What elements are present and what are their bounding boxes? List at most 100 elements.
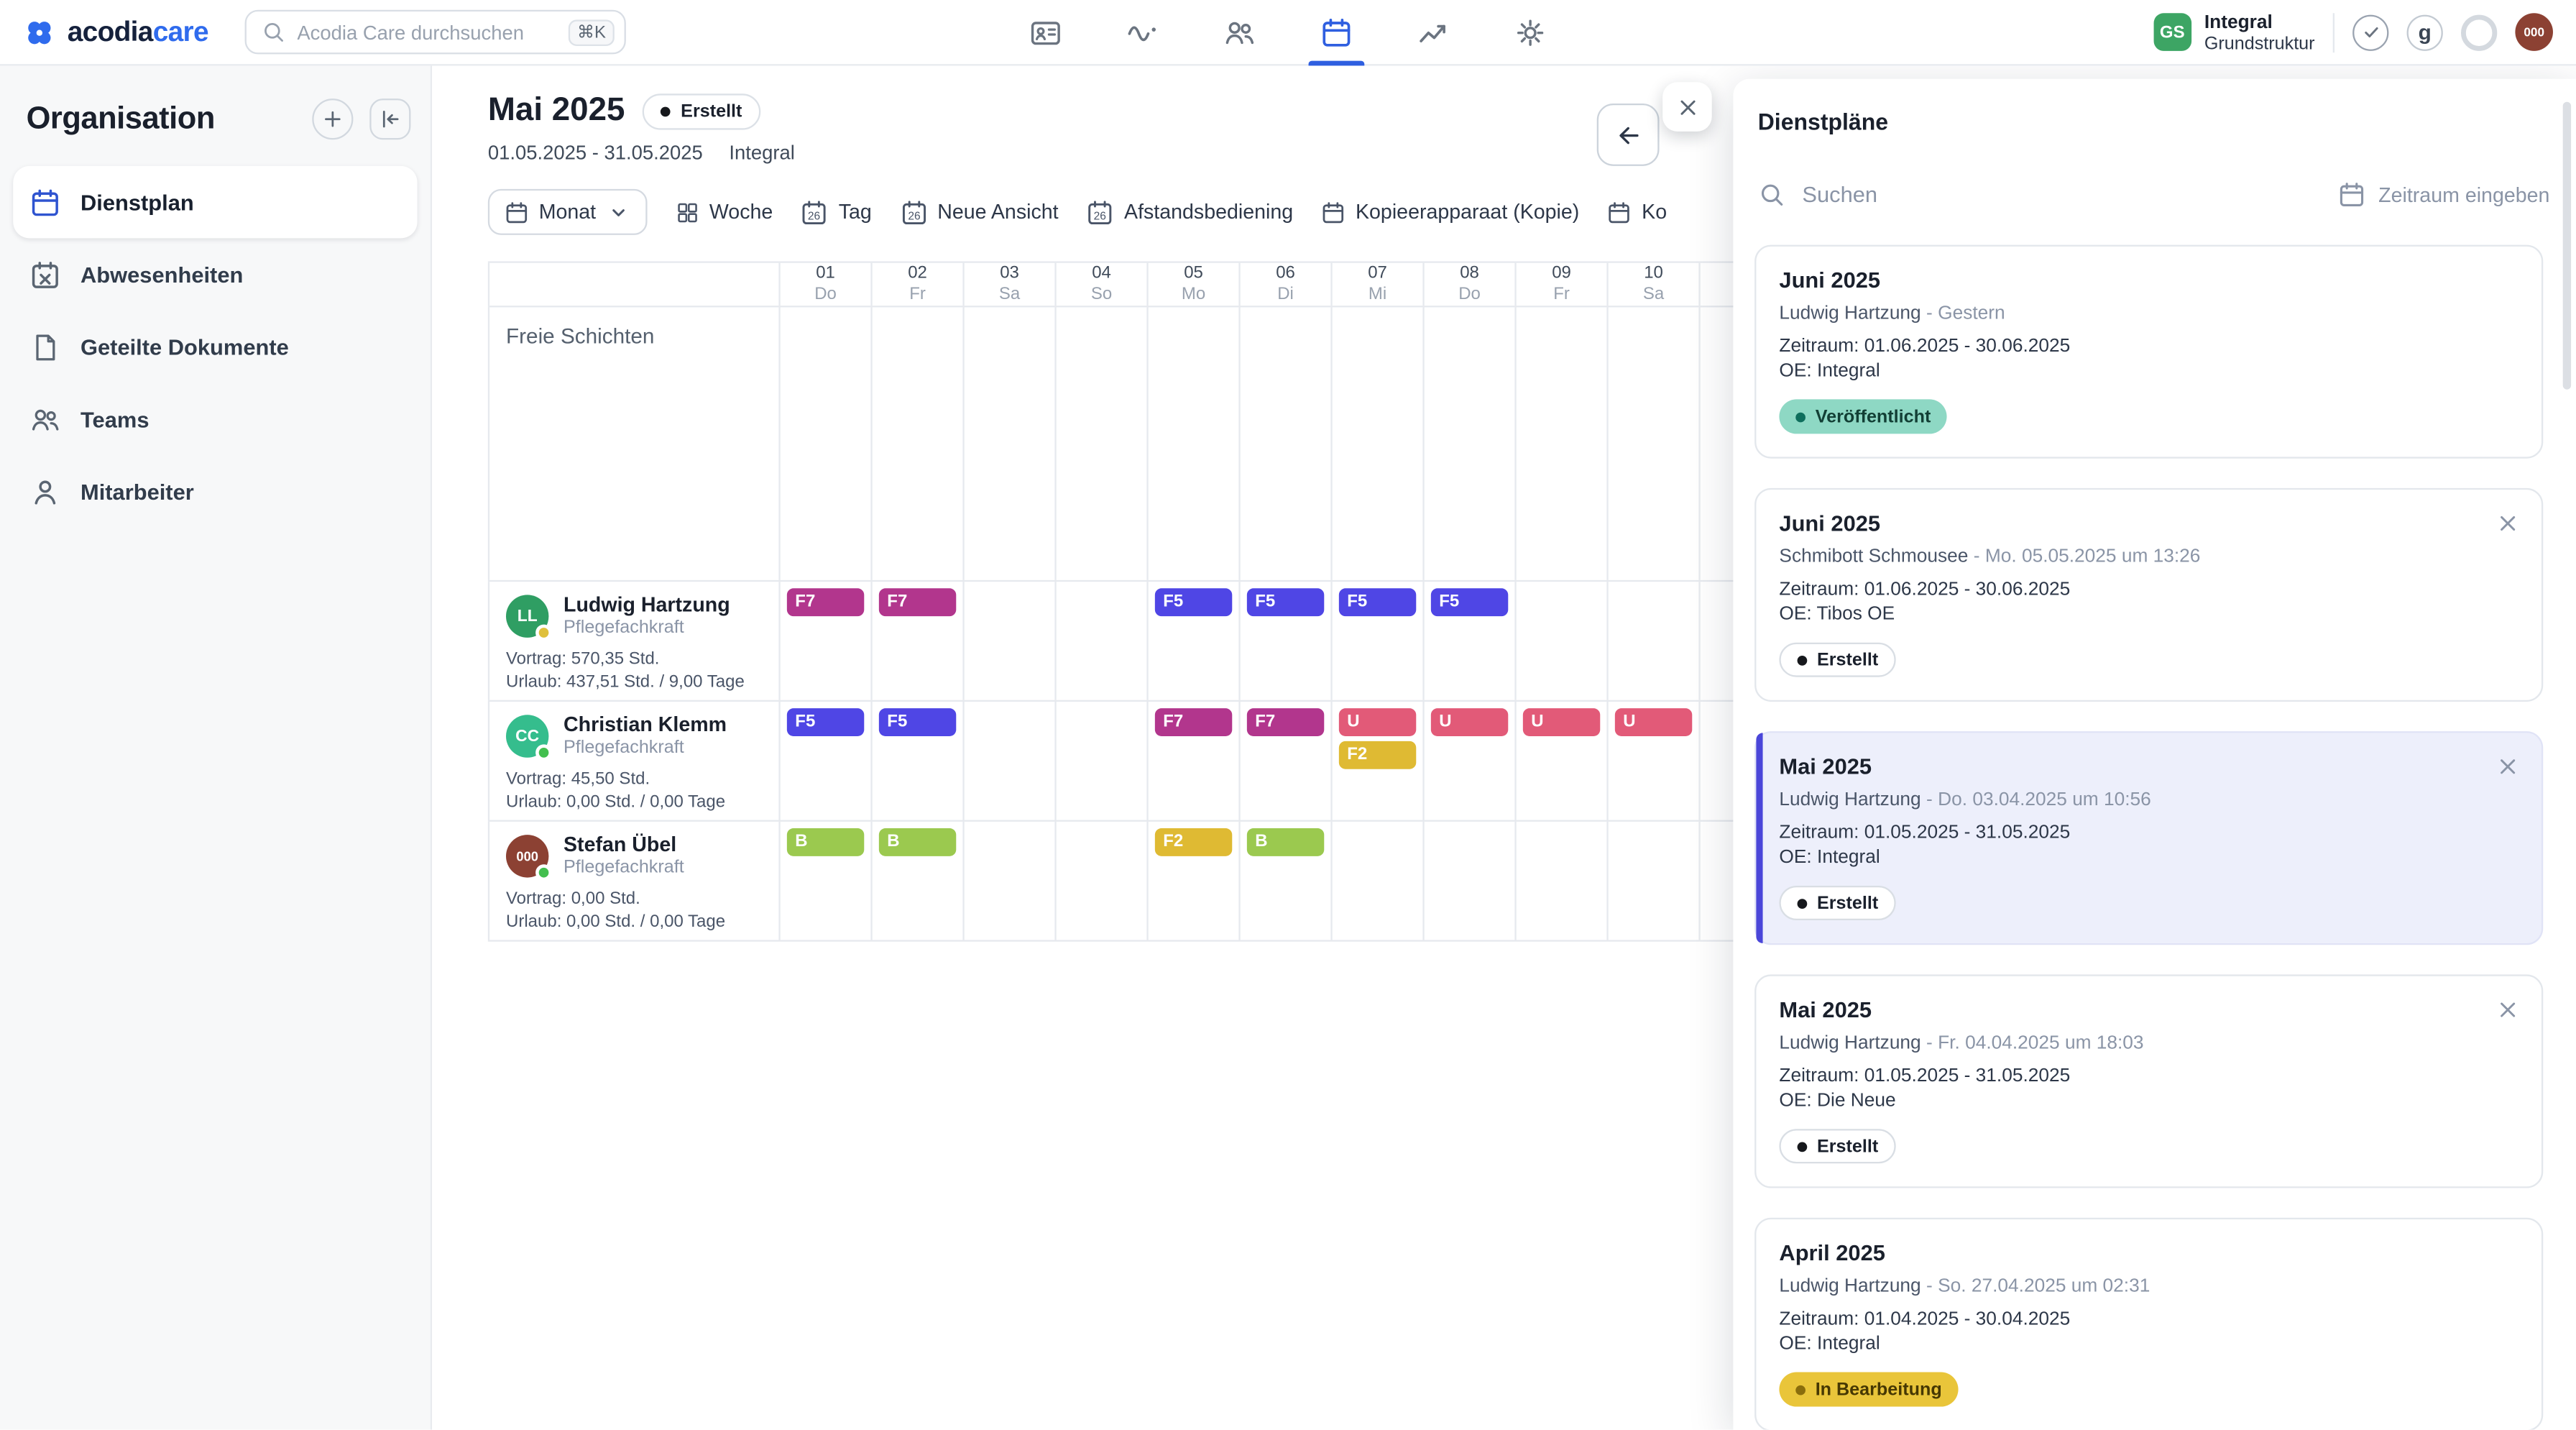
shift-cell[interactable] <box>1514 821 1606 940</box>
neue-ansicht-button[interactable]: Neue Ansicht <box>900 198 1059 226</box>
sidebar-item-mitarbeiter[interactable]: Mitarbeiter <box>13 455 417 528</box>
shift-chip[interactable]: F5 <box>1246 588 1325 617</box>
shift-cell[interactable] <box>1606 821 1698 940</box>
shift-cell[interactable] <box>962 701 1054 820</box>
nav-calendar-icon[interactable] <box>1315 0 1358 65</box>
shift-cell[interactable]: F7 <box>1238 701 1330 820</box>
shift-cell[interactable] <box>1054 307 1146 580</box>
close-icon[interactable] <box>2492 751 2521 781</box>
shift-cell[interactable] <box>962 821 1054 940</box>
shift-chip[interactable]: F5 <box>878 708 957 736</box>
shift-cell[interactable]: F7 <box>778 582 870 700</box>
shift-cell[interactable]: B <box>870 821 962 940</box>
shift-cell[interactable]: U <box>1422 701 1514 820</box>
shift-cell[interactable] <box>1146 307 1238 580</box>
plan-card[interactable]: Mai 2025 Ludwig Hartzung - Fr. 04.04.202… <box>1754 974 2544 1188</box>
shift-cell[interactable]: U <box>1514 701 1606 820</box>
shift-cell[interactable] <box>1698 701 1790 820</box>
sidebar-item-abwesenheiten[interactable]: Abwesenheiten <box>13 238 417 311</box>
shift-cell[interactable] <box>1054 582 1146 700</box>
shift-cell[interactable] <box>962 307 1054 580</box>
nav-trend-icon[interactable] <box>1412 0 1455 65</box>
shift-cell[interactable] <box>1238 307 1330 580</box>
sidebar-item-geteilte-dokumente[interactable]: Geteilte Dokumente <box>13 311 417 383</box>
scrollbar-thumb[interactable] <box>2562 101 2572 390</box>
org-switcher[interactable]: GS Integral Grundstruktur <box>2153 11 2315 53</box>
shift-chip[interactable]: F5 <box>1338 588 1417 617</box>
tag-button[interactable]: Tag <box>801 198 872 226</box>
shift-chip[interactable]: F5 <box>1430 588 1509 617</box>
shift-cell[interactable] <box>1054 821 1146 940</box>
shift-chip[interactable]: U <box>1614 708 1693 736</box>
shift-cell[interactable]: U F2 <box>1330 701 1422 820</box>
zeitraum-button[interactable]: Zeitraum eingeben <box>2337 180 2549 208</box>
shift-chip[interactable]: F7 <box>1246 708 1325 736</box>
add-button[interactable] <box>312 98 354 140</box>
shift-cell[interactable]: B <box>778 821 870 940</box>
shift-cell[interactable] <box>1514 582 1606 700</box>
shift-cell[interactable] <box>1330 307 1422 580</box>
user-avatar[interactable]: 000 <box>2515 13 2553 51</box>
shift-cell[interactable] <box>1698 307 1790 580</box>
shift-cell[interactable] <box>870 307 962 580</box>
shift-cell[interactable] <box>778 307 870 580</box>
check-circle-button[interactable] <box>2352 14 2389 50</box>
g-circle-button[interactable]: g <box>2406 14 2443 50</box>
sidebar-item-dienstplan[interactable]: Dienstplan <box>13 165 418 239</box>
progress-circle-icon[interactable] <box>2460 14 2498 50</box>
shift-cell[interactable]: F5 <box>870 701 962 820</box>
shift-cell[interactable]: F5 <box>1238 582 1330 700</box>
shift-cell[interactable] <box>1698 582 1790 700</box>
nav-settings-icon[interactable] <box>1509 0 1551 65</box>
close-icon[interactable] <box>2492 994 2521 1024</box>
plan-card-selected[interactable]: Mai 2025 Ludwig Hartzung - Do. 03.04.202… <box>1754 731 2544 945</box>
shift-cell[interactable] <box>1606 307 1698 580</box>
global-search[interactable]: ⌘K <box>244 9 626 55</box>
employee-row[interactable]: LL Ludwig Hartzung Pflegefachkraft Vortr… <box>487 582 1791 702</box>
shift-cell[interactable] <box>1330 821 1422 940</box>
shift-chip[interactable]: F5 <box>1154 588 1233 617</box>
shift-chip[interactable]: F2 <box>1154 828 1233 856</box>
back-button[interactable] <box>1596 103 1660 166</box>
plan-card[interactable]: Juni 2025 Schmibott Schmousee - Mo. 05.0… <box>1754 487 2544 702</box>
shift-chip[interactable]: B <box>786 828 865 856</box>
nav-people-icon[interactable] <box>1218 0 1261 65</box>
nav-employee-card-icon[interactable] <box>1024 0 1067 65</box>
shift-cell[interactable] <box>1054 701 1146 820</box>
brand-logo[interactable]: acodiacare <box>23 16 209 49</box>
shift-cell[interactable]: F5 <box>1330 582 1422 700</box>
shift-cell[interactable] <box>1422 307 1514 580</box>
shift-chip[interactable]: F2 <box>1338 741 1417 769</box>
close-icon[interactable] <box>2492 508 2521 537</box>
employee-row[interactable]: CC Christian Klemm Pflegefachkraft Vortr… <box>487 701 1791 822</box>
plan-card[interactable]: April 2025 Ludwig Hartzung - So. 27.04.2… <box>1754 1217 2544 1430</box>
shift-chip[interactable]: B <box>1246 828 1325 856</box>
woche-button[interactable]: Woche <box>675 200 773 224</box>
plan-card[interactable]: Juni 2025 Ludwig Hartzung - Gestern Zeit… <box>1754 244 2544 459</box>
view-mode-dropdown[interactable]: Monat <box>487 188 647 235</box>
shift-chip[interactable]: U <box>1430 708 1509 736</box>
shift-chip[interactable]: F7 <box>878 588 957 617</box>
shift-cell[interactable]: U <box>1606 701 1698 820</box>
shift-cell[interactable]: F5 <box>1146 582 1238 700</box>
search-input[interactable] <box>297 20 558 44</box>
shift-chip[interactable]: F7 <box>786 588 865 617</box>
shift-cell[interactable]: B <box>1238 821 1330 940</box>
sidebar-item-teams[interactable]: Teams <box>13 383 417 456</box>
afstandsbediening-button[interactable]: Afstandsbediening <box>1086 198 1293 226</box>
shift-chip[interactable]: B <box>878 828 957 856</box>
shift-cell[interactable] <box>1606 582 1698 700</box>
shift-chip[interactable]: U <box>1522 708 1601 736</box>
shift-cell[interactable] <box>1514 307 1606 580</box>
close-panel-button[interactable] <box>1662 82 1712 132</box>
truncated-button[interactable]: Ko <box>1607 200 1667 224</box>
employee-row[interactable]: 000 Stefan Übel Pflegefachkraft Vortrag:… <box>487 821 1791 942</box>
shift-cell[interactable] <box>1422 821 1514 940</box>
kopieerapparaat-button[interactable]: Kopieerapparaat (Kopie) <box>1321 200 1579 224</box>
shift-cell[interactable]: F7 <box>870 582 962 700</box>
shift-cell[interactable] <box>962 582 1054 700</box>
shift-cell[interactable]: F5 <box>1422 582 1514 700</box>
shift-cell[interactable]: F2 <box>1146 821 1238 940</box>
collapse-sidebar-button[interactable] <box>369 98 411 140</box>
shift-chip[interactable]: F7 <box>1154 708 1233 736</box>
